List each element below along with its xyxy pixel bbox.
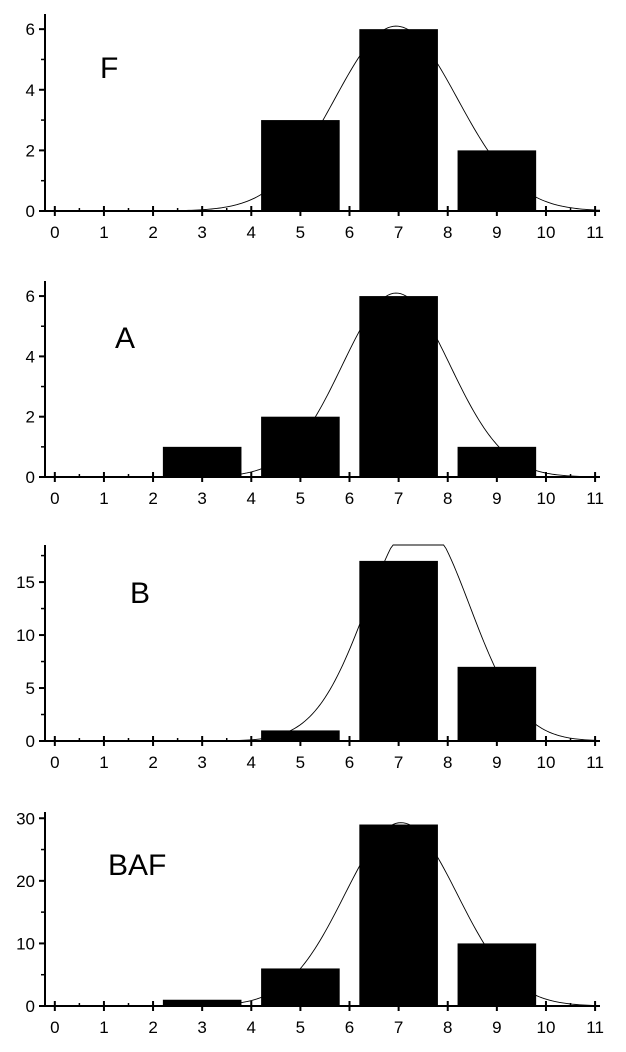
x-tick-label: 3 [197,489,206,508]
y-tick-label: 0 [26,468,35,487]
y-tick-label: 4 [26,347,35,366]
x-tick-label: 9 [492,753,501,772]
bar-BAF-5 [261,968,340,1006]
x-tick-label: 10 [537,489,556,508]
panel-2: 0 1 2 3 4 5 6 7 8 9 10 11 0 5 10 15 B [16,544,604,772]
y-tick-label: 0 [26,997,35,1016]
bar-BAF-9 [457,943,537,1006]
x-tick-label: 1 [99,1018,108,1037]
x-tick-label: 9 [492,223,501,242]
x-tick-label: 11 [586,223,604,242]
y-tick-label: 2 [26,141,35,160]
y-tick-label: 5 [26,679,35,698]
x-tick-label: 1 [99,489,108,508]
x-tick-label: 5 [296,1018,305,1037]
panel-label-B: B [130,577,150,610]
bar-B-7 [359,560,438,741]
fit-curve-BAF [45,822,600,1006]
panel-label-F: F [100,52,118,85]
x-tick-label: 4 [247,1018,256,1037]
x-tick-label: 7 [394,753,403,772]
x-tick-label: 2 [148,1018,157,1037]
x-tick-label: 4 [247,753,256,772]
x-tick-label: 4 [247,489,256,508]
x-tick-label: 0 [50,753,59,772]
y-tick-label: 2 [26,408,35,427]
bar-F-5 [261,120,340,211]
x-tick-label: 5 [296,753,305,772]
bar-A-5 [261,416,340,477]
bar-BAF-7 [359,824,438,1006]
x-tick-label: 3 [197,223,206,242]
x-tick-label: 8 [443,1018,452,1037]
y-tick-label: 10 [16,934,35,953]
y-tick-label: 6 [26,287,35,306]
panel-label-A: A [115,322,135,355]
x-tick-label: 3 [197,1018,206,1037]
bar-B-9 [457,666,537,741]
x-tick-label: 0 [50,489,59,508]
x-tick-label: 0 [50,1018,59,1037]
x-tick-label: 5 [296,489,305,508]
x-tick-label: 2 [148,489,157,508]
fit-curve-B [45,544,600,741]
bar-F-7 [359,29,438,212]
x-tick-label: 2 [148,753,157,772]
y-tick-label: 10 [16,626,35,645]
x-tick-label: 10 [537,223,556,242]
panel-label-BAF: BAF [108,849,166,882]
panel-1: 0 1 2 3 4 5 6 7 8 9 10 11 0 2 4 6 A [26,281,604,508]
x-tick-label: 4 [247,223,256,242]
x-tick-label: 11 [586,1018,604,1037]
x-tick-label: 8 [443,489,452,508]
y-tick-label: 0 [26,202,35,221]
y-tick-label: 15 [16,573,35,592]
bar-B-5 [261,730,340,741]
panel-0: 0 1 2 3 4 5 6 7 8 9 10 11 0 2 4 6 F [26,14,604,242]
x-tick-label: 1 [99,223,108,242]
y-tick-label: 20 [16,872,35,891]
x-tick-label: 9 [492,489,501,508]
x-tick-label: 10 [537,753,556,772]
x-tick-label: 6 [345,753,354,772]
x-tick-label: 5 [296,223,305,242]
bar-A-9 [457,446,537,477]
bar-A-7 [359,296,438,477]
x-tick-label: 6 [345,223,354,242]
bar-F-9 [457,150,537,211]
x-tick-label: 0 [50,223,59,242]
x-tick-label: 2 [148,223,157,242]
x-tick-label: 6 [345,1018,354,1037]
y-tick-label: 0 [26,732,35,751]
x-tick-label: 8 [443,223,452,242]
x-tick-label: 11 [586,753,604,772]
y-tick-label: 6 [26,20,35,39]
x-tick-label: 1 [99,753,108,772]
x-tick-label: 8 [443,753,452,772]
y-tick-label: 4 [26,81,35,100]
bar-A-3 [162,446,242,477]
x-tick-label: 3 [197,753,206,772]
x-tick-label: 6 [345,489,354,508]
x-tick-label: 7 [394,223,403,242]
x-tick-label: 9 [492,1018,501,1037]
x-tick-label: 11 [586,489,604,508]
x-tick-label: 7 [394,489,403,508]
x-tick-label: 10 [537,1018,556,1037]
y-tick-label: 30 [16,809,35,828]
panel-3: 0 1 2 3 4 5 6 7 8 9 10 11 0 10 20 30 BAF [16,809,604,1037]
x-tick-label: 7 [394,1018,403,1037]
fit-curve-A [45,292,600,477]
